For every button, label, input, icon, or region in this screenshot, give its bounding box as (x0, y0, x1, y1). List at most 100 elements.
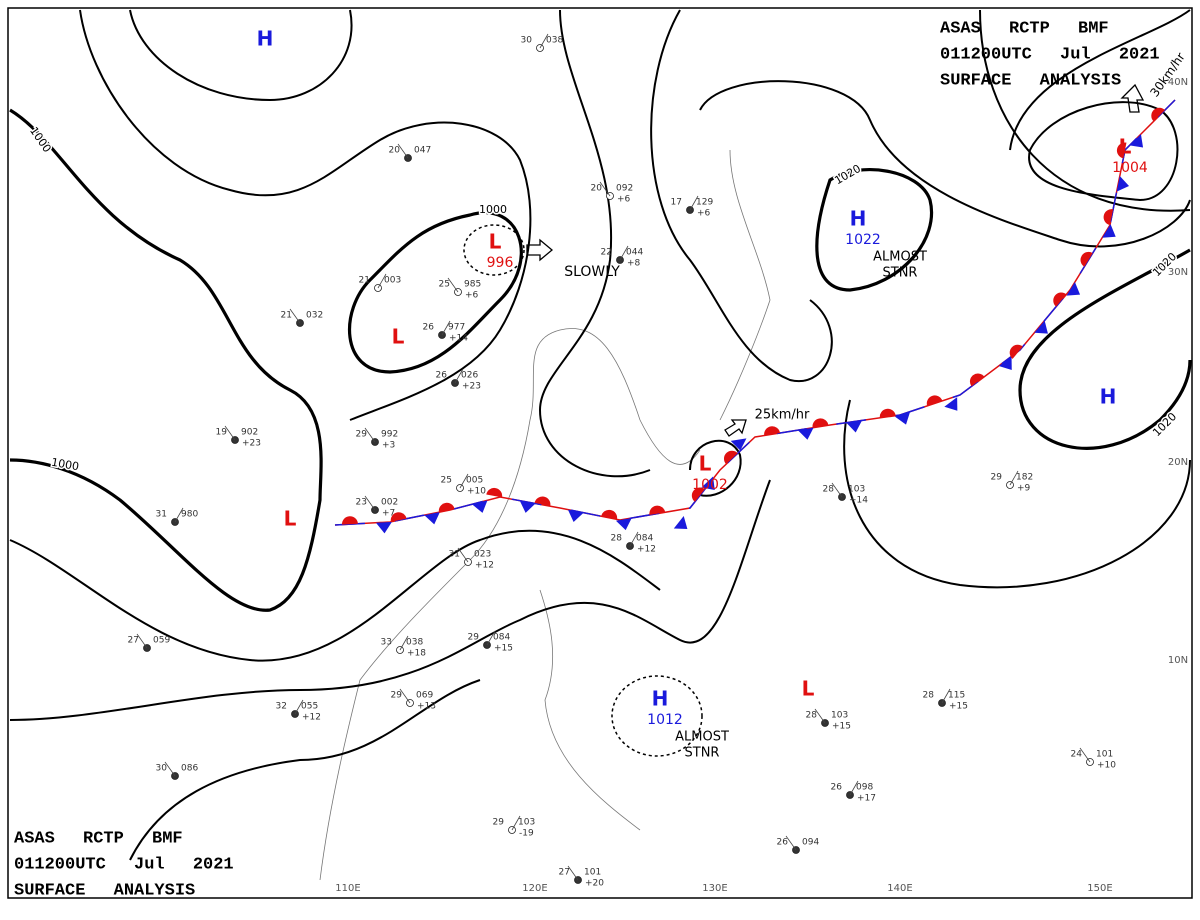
wind-barb (447, 277, 459, 293)
station-pressure: 005 (466, 476, 483, 486)
pressure-value: 1004 (1112, 160, 1148, 176)
warm-symbol (390, 512, 407, 522)
station-temp: 20 (389, 146, 401, 156)
wind-barb (511, 815, 521, 831)
station-temp: 29 (493, 818, 505, 828)
coastline (539, 589, 641, 831)
station-temp: 25 (439, 280, 450, 290)
wind-barb (849, 780, 859, 796)
wind-barb (599, 181, 611, 197)
station-temp: 29 (468, 633, 480, 643)
pressure-center: L (392, 325, 405, 349)
station-pressure: 084 (636, 534, 653, 544)
pressure-value: 1002 (692, 477, 728, 493)
station-temp: 32 (276, 702, 287, 712)
pressure-center: L (699, 452, 712, 476)
latitude-label: 10N (1168, 655, 1188, 666)
wind-barb (457, 547, 469, 563)
motion-arrows (526, 83, 1145, 437)
wind-barb (136, 633, 148, 649)
title-line: SURFACE ANALYSIS (940, 71, 1121, 90)
system-note: STNR (685, 746, 720, 761)
cold-symbol (1066, 282, 1081, 296)
warm-symbol (1080, 251, 1093, 267)
cold-symbol (998, 356, 1012, 370)
dashed-isobar (463, 224, 525, 276)
station-temp: 17 (671, 198, 682, 208)
station-change: +13 (417, 702, 436, 712)
isobar (9, 529, 661, 662)
station-temp: 26 (436, 371, 448, 381)
station-change: +15 (494, 644, 513, 654)
pressure-value: 1012 (647, 712, 683, 728)
longitude-label: 120E (522, 883, 547, 894)
station-pressure: 002 (381, 498, 398, 508)
cold-symbol (1129, 134, 1144, 148)
wind-barb (785, 835, 797, 851)
wind-barb (294, 699, 304, 715)
cold-symbol (471, 500, 488, 513)
isobar (347, 211, 523, 374)
station-change: +7 (382, 509, 395, 519)
station-temp: 31 (156, 510, 167, 520)
pressure-center: H (257, 27, 274, 51)
isobar (79, 9, 532, 421)
station-change: +17 (857, 794, 876, 804)
station-change: +23 (242, 439, 261, 449)
station-temp: 29 (356, 430, 368, 440)
station-change: +15 (832, 722, 851, 732)
station-pressure: 003 (384, 276, 401, 286)
station-change: +6 (465, 291, 479, 301)
station-temp: 31 (449, 550, 460, 560)
cold-symbol (701, 476, 715, 491)
station-pressure: 098 (856, 783, 873, 793)
warm-symbol (438, 502, 455, 513)
warm-symbol (1053, 292, 1067, 307)
station-pressure: 047 (414, 146, 431, 156)
station-temp: 28 (611, 534, 623, 544)
title-line: SURFACE ANALYSIS (14, 881, 195, 900)
warm-symbol (1103, 209, 1114, 225)
station-temp: 21 (359, 276, 370, 286)
station-change: +6 (617, 195, 631, 205)
station-temp: 28 (923, 691, 935, 701)
warm-symbol (764, 426, 781, 436)
isobar (689, 439, 742, 497)
warm-symbol (926, 395, 943, 406)
latitude-label: 40N (1168, 77, 1188, 88)
station-change: +8 (627, 259, 641, 269)
station-pressure: 038 (406, 638, 423, 648)
wind-barb (397, 143, 409, 159)
isobar (699, 80, 1191, 248)
warm-symbol (812, 418, 829, 428)
wind-barb (224, 425, 236, 441)
station-pressure: 182 (1016, 473, 1033, 483)
station-temp: 20 (591, 184, 603, 194)
isobar (843, 399, 1191, 589)
isobar-label: 1000 (479, 203, 507, 216)
wind-barb (174, 507, 184, 523)
cold-symbol (615, 517, 632, 531)
system-note: ALMOST (873, 250, 927, 265)
station-temp: 19 (216, 428, 228, 438)
longitude-label: 130E (702, 883, 727, 894)
warm-symbol (486, 487, 503, 498)
station-pressure: 115 (948, 691, 965, 701)
title-line: 011200UTC Jul 2021 (940, 45, 1160, 64)
station-temp: 33 (381, 638, 392, 648)
wind-barb (399, 688, 411, 704)
isobar (979, 9, 1191, 212)
station-change: +14 (849, 496, 868, 506)
cold-symbol (1102, 224, 1116, 238)
station-pressure: 103 (831, 711, 848, 721)
station-pressure: 038 (546, 36, 563, 46)
cold-symbol (424, 512, 440, 525)
isobar (1009, 9, 1191, 151)
motion-label: SLOWLY (564, 264, 620, 280)
pressure-center: L (1119, 135, 1132, 159)
longitude-label: 110E (335, 883, 360, 894)
wind-barb (364, 427, 376, 443)
station-temp: 29 (391, 691, 403, 701)
